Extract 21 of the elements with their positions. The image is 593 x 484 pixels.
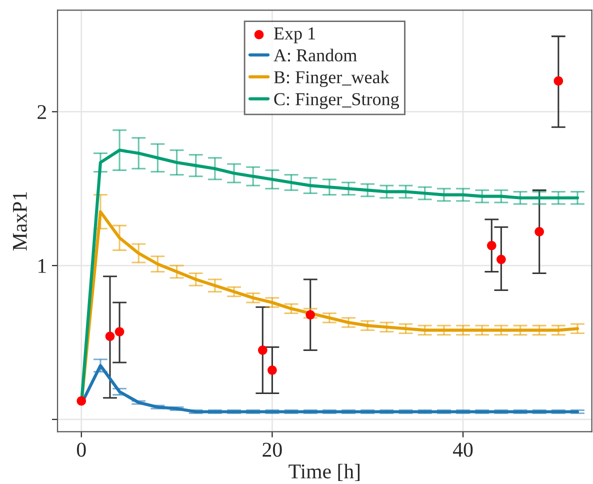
point xyxy=(306,310,316,320)
legend-label: C: Finger_Strong xyxy=(274,93,400,110)
x-tick-label: 0 xyxy=(76,442,86,457)
point xyxy=(268,366,277,375)
legend-label: A: Random xyxy=(274,48,357,62)
x-tick-label: 40 xyxy=(453,442,473,457)
point xyxy=(486,240,496,250)
point xyxy=(554,76,564,86)
point xyxy=(496,254,506,264)
point xyxy=(258,346,268,355)
y-tick-label: 2 xyxy=(38,105,46,119)
point xyxy=(76,396,86,406)
point xyxy=(105,332,115,341)
point xyxy=(114,327,124,336)
point xyxy=(534,227,544,236)
x-tick-label: 20 xyxy=(262,442,282,457)
x-axis-title: Time [h] xyxy=(288,464,360,482)
legend-label: B: Finger_weak xyxy=(274,70,390,88)
legend-label: Exp 1 xyxy=(274,27,315,44)
y-tick-label: 1 xyxy=(38,259,46,273)
y-axis-title: MaxP1 xyxy=(12,192,27,250)
